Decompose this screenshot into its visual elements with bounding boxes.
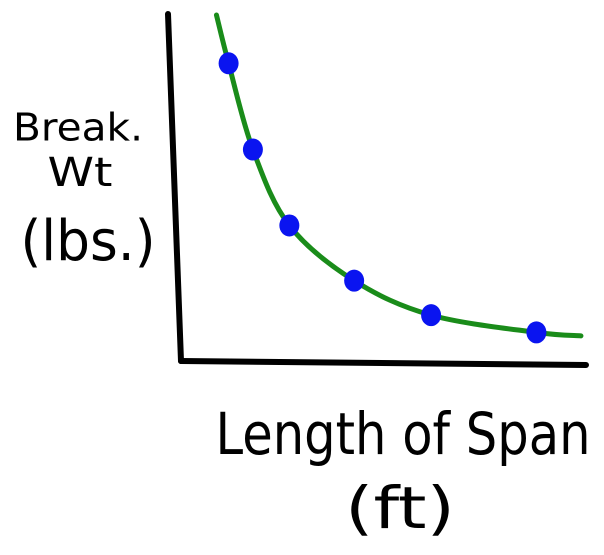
point	[421, 304, 442, 327]
x-label: (ft)	[345, 474, 455, 542]
y-label: (lbs.)	[21, 209, 156, 274]
y-label: Break.	[13, 106, 143, 150]
x-axis	[178, 358, 589, 368]
point	[218, 52, 239, 75]
y-label: Wt	[48, 150, 113, 196]
point	[279, 214, 300, 237]
fit-curve	[213, 12, 584, 339]
point	[526, 321, 547, 344]
x-label: Length of Span	[216, 400, 591, 468]
y-axis	[165, 11, 184, 364]
point	[242, 138, 263, 161]
point	[344, 269, 365, 292]
